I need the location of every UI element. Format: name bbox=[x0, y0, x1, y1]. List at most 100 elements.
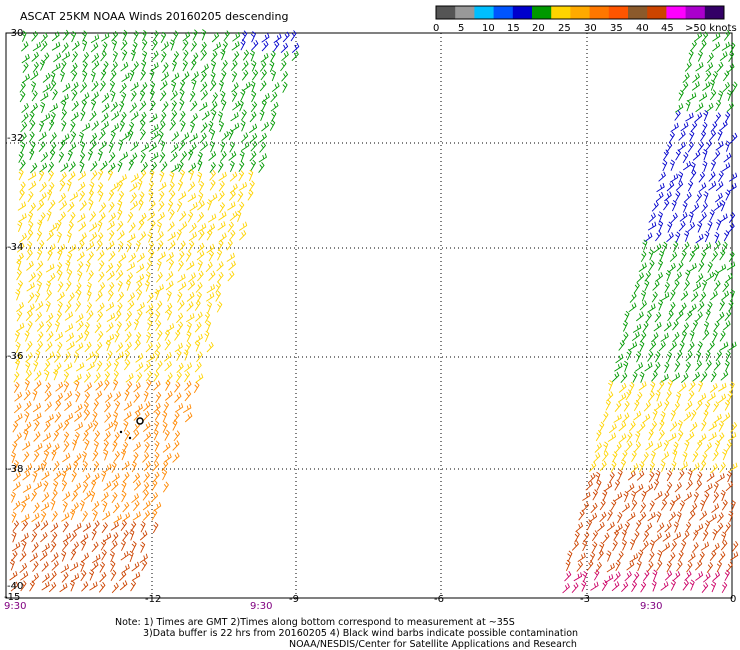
wind-barb bbox=[682, 451, 688, 463]
wind-barb bbox=[644, 522, 653, 533]
wind-barb bbox=[200, 81, 208, 93]
wind-barb bbox=[49, 222, 58, 233]
wind-barb bbox=[18, 168, 24, 181]
wind-barb bbox=[198, 229, 205, 241]
wind-barb bbox=[230, 60, 238, 71]
wind-barb bbox=[722, 70, 730, 82]
wind-barb bbox=[618, 393, 627, 403]
wind-barb bbox=[66, 231, 72, 243]
wind-barb bbox=[100, 121, 109, 131]
wind-barb bbox=[200, 41, 207, 53]
wind-barb bbox=[706, 52, 714, 64]
wind-barb bbox=[136, 252, 145, 263]
wind-barb bbox=[578, 509, 585, 521]
wind-barb bbox=[282, 81, 288, 93]
wind-barb bbox=[90, 70, 96, 83]
wind-barb bbox=[78, 240, 85, 251]
wind-barb bbox=[174, 403, 184, 413]
wind-barb bbox=[654, 490, 663, 501]
wind-barb bbox=[197, 212, 205, 223]
wind-barb bbox=[178, 160, 184, 173]
wind-barb bbox=[129, 529, 135, 541]
wind-barb bbox=[172, 452, 180, 463]
wind-barb bbox=[120, 39, 128, 51]
wind-barb bbox=[173, 30, 179, 42]
wind-barb bbox=[174, 392, 182, 403]
wind-barb bbox=[60, 564, 70, 574]
wind-barb bbox=[687, 222, 696, 233]
wind-barb bbox=[45, 341, 53, 352]
wind-barb bbox=[40, 40, 48, 52]
wind-barb bbox=[150, 124, 159, 134]
wind-barb bbox=[23, 429, 29, 441]
wind-barb bbox=[146, 292, 154, 304]
wind-barb bbox=[98, 169, 104, 181]
wind-barb bbox=[83, 409, 91, 421]
legend-tick-30: 30 bbox=[584, 23, 597, 34]
wind-barb bbox=[91, 80, 99, 92]
wind-barb bbox=[115, 342, 124, 353]
wind-barb bbox=[231, 41, 240, 51]
wind-barb bbox=[725, 441, 732, 453]
wind-barb bbox=[636, 470, 645, 481]
wind-barb bbox=[729, 42, 736, 54]
wind-barb bbox=[20, 121, 28, 133]
wind-barb bbox=[111, 582, 119, 594]
wind-barb bbox=[16, 302, 25, 312]
wind-barb bbox=[149, 89, 155, 101]
wind-barb bbox=[112, 411, 119, 423]
wind-barb bbox=[41, 492, 50, 503]
wind-barb bbox=[12, 421, 19, 433]
wind-barb bbox=[677, 141, 686, 152]
wind-barb bbox=[174, 329, 181, 341]
wind-barb bbox=[624, 310, 630, 323]
wind-barb bbox=[39, 551, 48, 561]
lat-label-40: -40 bbox=[7, 581, 23, 592]
wind-barb bbox=[721, 499, 728, 511]
wind-barb bbox=[191, 71, 199, 82]
wind-barb bbox=[83, 372, 91, 383]
wind-barb bbox=[639, 340, 645, 353]
wind-barb bbox=[126, 272, 134, 283]
wind-barb bbox=[223, 30, 230, 42]
wind-barb bbox=[128, 159, 134, 171]
wind-barb bbox=[132, 472, 141, 484]
wind-barb bbox=[699, 211, 707, 223]
wind-barb bbox=[111, 30, 119, 42]
wind-barb bbox=[135, 372, 143, 383]
wind-barb bbox=[143, 471, 150, 483]
wind-barb bbox=[728, 212, 736, 223]
wind-barb bbox=[719, 300, 725, 312]
wind-barb bbox=[160, 111, 167, 123]
wind-barb bbox=[672, 319, 679, 331]
wind-barb bbox=[25, 361, 31, 373]
wind-barb bbox=[133, 382, 141, 393]
wind-barb bbox=[618, 421, 627, 432]
wind-barb bbox=[687, 469, 693, 481]
wind-barb bbox=[111, 461, 117, 473]
wind-barb bbox=[11, 511, 17, 523]
wind-barb bbox=[121, 460, 130, 471]
wind-barb bbox=[26, 303, 35, 314]
wind-barb bbox=[618, 339, 625, 351]
wind-barb bbox=[121, 563, 130, 574]
wind-barb bbox=[31, 572, 39, 584]
wind-barb bbox=[658, 220, 664, 232]
wind-barb bbox=[159, 80, 168, 91]
wind-barb bbox=[54, 352, 61, 363]
wind-barb bbox=[33, 431, 41, 442]
wind-barb bbox=[218, 80, 224, 92]
plot-frame bbox=[5, 32, 733, 599]
wind-barb bbox=[39, 170, 45, 182]
wind-barb bbox=[113, 379, 119, 391]
wind-barb bbox=[640, 290, 647, 302]
wind-barb bbox=[63, 441, 70, 453]
wind-barb bbox=[127, 211, 134, 223]
wind-barb bbox=[21, 501, 27, 513]
wind-barb bbox=[593, 569, 600, 581]
wind-barb bbox=[130, 141, 139, 152]
wind-barb bbox=[91, 529, 97, 541]
wind-barb bbox=[601, 579, 608, 592]
wind-barb bbox=[179, 89, 185, 101]
wind-barb bbox=[250, 159, 257, 171]
